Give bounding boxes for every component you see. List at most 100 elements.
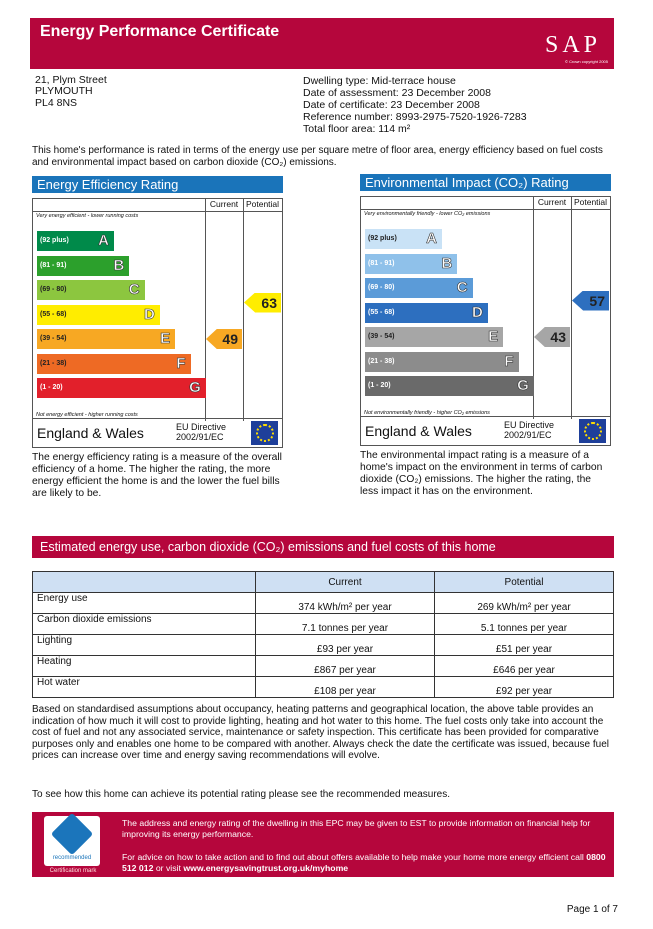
table-row: Heating £867 per year £646 per year	[32, 655, 614, 677]
eu-directive: EU Directive 2002/91/EC	[504, 420, 554, 440]
eu-flag-icon	[251, 421, 278, 445]
current-column-label: Current	[533, 197, 571, 210]
header-potential: Potential	[434, 571, 614, 593]
band-e: (39 - 54) E	[365, 327, 504, 347]
band-letter: D	[144, 305, 155, 323]
potential-rating-arrow: 57	[572, 290, 609, 311]
table-row: Carbon dioxide emissions 7.1 tonnes per y…	[32, 613, 614, 635]
dwelling-type: Dwelling type: Mid-terrace house	[303, 75, 456, 87]
band-range: (21 - 38)	[40, 359, 67, 367]
row-label: Lighting	[32, 634, 256, 656]
band-b: (81 - 91) B	[37, 255, 130, 276]
dwelling-details: Dwelling type: Mid-terrace house Date of…	[303, 75, 527, 135]
band-range: (39 - 54)	[40, 335, 67, 342]
band-range: (92 plus)	[368, 235, 397, 242]
potential-rating-arrow: 63	[244, 292, 281, 313]
address-line: PLYMOUTH	[35, 85, 93, 98]
potential-value: 269 kWh/m² per year	[434, 592, 614, 614]
region: England & Wales	[365, 423, 472, 439]
energy-saving-recommended-logo: recommended	[44, 812, 100, 866]
potential-value: £646 per year	[434, 655, 614, 677]
band-d: (55 - 68) D	[37, 304, 160, 325]
current-value: £867 per year	[255, 655, 435, 677]
est-text-1: The address and energy rating of the dwe…	[122, 818, 591, 839]
sap-logo: SAP © Crown copyright 2005	[538, 22, 608, 66]
address-line: 21, Plym Street	[35, 74, 107, 86]
page-title: Energy Performance Certificate	[40, 23, 280, 40]
table-row: Hot water £108 per year £92 per year	[32, 676, 614, 698]
row-label: Energy use	[32, 592, 256, 614]
band-letter: B	[113, 256, 125, 274]
intro-text: This home's performance is rated in term…	[32, 145, 603, 168]
band-f: (21 - 38) F	[37, 353, 191, 374]
band-range: (81 - 91)	[368, 259, 395, 267]
current-column-label: Current	[205, 199, 243, 212]
directive-number: 2002/91/EC	[176, 432, 224, 442]
band-letter: A	[98, 232, 109, 250]
bottom-note: Not environmentally friendly - higher CO…	[364, 410, 490, 416]
band-c: (69 - 80) C	[37, 280, 145, 300]
band-range: (69 - 80)	[40, 286, 67, 293]
band-letter: B	[441, 254, 453, 272]
band-g: (1 - 20) G	[365, 376, 534, 396]
band-b: (81 - 91) B	[365, 253, 458, 274]
certificate-date: Date of certificate: 23 December 2008	[303, 99, 480, 111]
top-note: Very energy efficient - lower running co…	[36, 213, 139, 219]
band-range: (39 - 54)	[368, 333, 395, 340]
band-range: (92 plus)	[40, 237, 69, 244]
band-letter: E	[160, 330, 171, 348]
potential-value: £92 per year	[434, 676, 614, 698]
bottom-note: Not energy efficient - higher running co…	[36, 412, 138, 418]
band-c: (69 - 80) C	[365, 278, 473, 298]
band-letter: E	[488, 328, 499, 346]
page-number: Page 1 of 7	[566, 904, 618, 915]
rating-chart: Current Potential Very environmentally f…	[360, 196, 611, 446]
band-letter: G	[189, 379, 201, 397]
band-letter: D	[472, 303, 483, 321]
est-text-2: For advice on how to take action and to …	[122, 852, 607, 874]
floor-area: Total floor area: 114 m²	[303, 123, 411, 135]
potential-column-label: Potential	[571, 197, 610, 210]
see-measures-text: To see how this home can achieve its pot…	[32, 789, 451, 800]
band-d: (55 - 68) D	[365, 302, 488, 323]
table-row: Energy use 374 kWh/m² per year 269 kWh/m² …	[32, 592, 614, 614]
band-a: (92 plus) A	[37, 231, 114, 251]
band-letter: G	[517, 377, 529, 395]
header-current: Current	[255, 571, 435, 593]
band-letter: A	[426, 230, 437, 248]
phone-number: 0800 512 012	[122, 852, 606, 873]
est-banner: recommended Certification mark The addre…	[32, 812, 614, 877]
directive-label: EU Directive	[504, 420, 555, 430]
band-range: (1 - 20)	[40, 384, 63, 391]
environmental-impact-rating: Environmental Impact (CO₂) Rating Curren…	[360, 174, 611, 498]
band-range: (55 - 68)	[368, 308, 395, 316]
row-label: Carbon dioxide emissions	[32, 613, 256, 635]
band-range: (81 - 91)	[40, 261, 67, 269]
top-note: Very environmentally friendly - lower CO…	[364, 211, 491, 217]
current-rating-arrow: 49	[206, 329, 242, 349]
rating-chart: Current Potential Very energy efficient …	[32, 198, 283, 448]
band-range: (55 - 68)	[40, 310, 67, 318]
reference-number: Reference number: 8993-2975-7520-1926-72…	[303, 111, 527, 123]
sap-logo-text: SAP	[544, 32, 602, 58]
region: England & Wales	[37, 425, 144, 441]
logo-recommended: recommended	[52, 855, 92, 861]
header-bar: Energy Performance Certificate SAP © Cro…	[30, 18, 614, 69]
est-or-visit: or visit	[153, 863, 184, 873]
band-g: (1 - 20) G	[37, 378, 206, 398]
address-line: PL4 8NS	[35, 96, 78, 109]
directive-number: 2002/91/EC	[504, 430, 552, 440]
band-range: (21 - 38)	[368, 357, 395, 365]
band-letter: F	[176, 354, 186, 372]
row-label: Heating	[32, 655, 256, 677]
est-link[interactable]: www.energysavingtrust.org.uk/myhome	[183, 863, 349, 873]
estimates-title: Estimated energy use, carbon dioxide (CO…	[32, 536, 614, 558]
current-rating-arrow: 43	[534, 327, 570, 347]
estimates-table: Current Potential Energy use 374 kWh/m² pe…	[32, 571, 614, 698]
band-e: (39 - 54) E	[37, 329, 176, 349]
directive-label: EU Directive	[176, 422, 227, 432]
energy-efficiency-rating: Energy Efficiency Rating Current Potenti…	[32, 176, 283, 500]
band-letter: C	[456, 279, 468, 297]
current-value: 7.1 tonnes per year	[255, 613, 435, 635]
